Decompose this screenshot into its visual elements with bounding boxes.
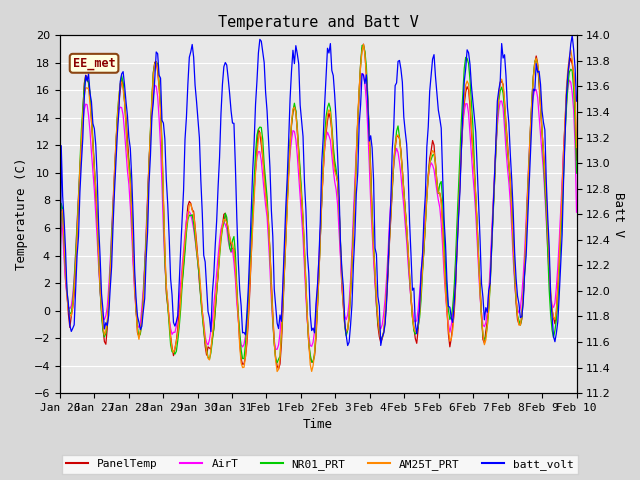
Y-axis label: Batt V: Batt V <box>612 192 625 237</box>
Text: EE_met: EE_met <box>73 57 115 70</box>
Legend: PanelTemp, AirT, NR01_PRT, AM25T_PRT, batt_volt: PanelTemp, AirT, NR01_PRT, AM25T_PRT, ba… <box>61 455 579 474</box>
Title: Temperature and Batt V: Temperature and Batt V <box>218 15 419 30</box>
Y-axis label: Temperature (C): Temperature (C) <box>15 158 28 270</box>
X-axis label: Time: Time <box>303 419 333 432</box>
